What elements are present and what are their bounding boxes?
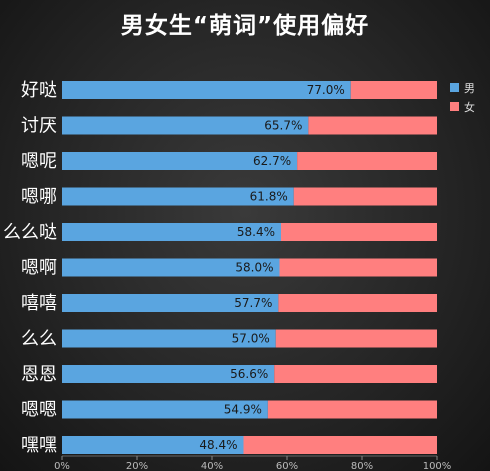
bar-male-2 xyxy=(62,152,298,170)
x-tick-label: 60% xyxy=(276,461,298,471)
x-tick-label: 20% xyxy=(126,461,148,471)
category-label: 嘿嘿 xyxy=(21,435,57,456)
data-label: 62.7% xyxy=(253,154,291,168)
category-label: 讨厌 xyxy=(21,116,57,137)
bar-female-0 xyxy=(350,81,437,99)
data-label: 48.4% xyxy=(199,438,237,452)
bar-male-3 xyxy=(62,187,294,206)
category-label: 嗯嗯 xyxy=(21,400,57,421)
category-label: 好哒 xyxy=(21,80,57,101)
data-label: 61.8% xyxy=(250,190,288,204)
labels-layer: 好哒 77.0% 讨厌 65.7% 嗯呢 62.7% 嗯哪 61.8% 么么哒 58.4% 嗯啊 58… xyxy=(3,80,345,456)
data-label: 56.6% xyxy=(230,367,268,381)
bar-male-10 xyxy=(62,436,244,454)
bar-female-5 xyxy=(279,258,437,277)
category-label: 么么哒 xyxy=(3,222,57,243)
bar-female-2 xyxy=(297,152,437,170)
bar-female-9 xyxy=(267,400,437,419)
bar-male-7 xyxy=(62,329,276,348)
bars-layer xyxy=(62,81,437,454)
legend: 男女 xyxy=(450,82,475,114)
bar-female-8 xyxy=(274,365,437,383)
category-label: 嗯呢 xyxy=(21,151,57,172)
x-tick-label: 100% xyxy=(423,461,452,471)
category-label: 嘻嘻 xyxy=(21,293,57,314)
x-tick-label: 80% xyxy=(351,461,373,471)
data-label: 58.4% xyxy=(237,225,275,239)
bar-male-4 xyxy=(62,223,281,241)
x-tick-label: 40% xyxy=(201,461,223,471)
bar-male-0 xyxy=(62,81,351,99)
data-label: 77.0% xyxy=(307,83,345,97)
category-label: 嗯啊 xyxy=(21,258,57,279)
bar-male-1 xyxy=(62,116,309,135)
bar-female-1 xyxy=(308,116,437,135)
bar-female-3 xyxy=(293,187,437,206)
chart-title: 男女生“萌词”使用偏好 xyxy=(120,13,370,39)
category-label: 么么 xyxy=(21,329,57,350)
legend-label: 女 xyxy=(464,100,475,114)
bar-female-6 xyxy=(278,294,437,312)
legend-swatch xyxy=(450,102,459,111)
category-label: 恩恩 xyxy=(21,364,57,385)
data-label: 58.0% xyxy=(235,261,273,275)
bar-female-4 xyxy=(281,223,437,241)
x-tick-label: 0% xyxy=(54,461,70,471)
category-label: 嗯哪 xyxy=(21,187,57,208)
legend-swatch xyxy=(450,83,459,92)
data-label: 54.9% xyxy=(224,403,262,417)
data-label: 57.7% xyxy=(234,296,272,310)
bar-female-10 xyxy=(243,436,437,454)
bar-male-8 xyxy=(62,365,275,383)
bar-male-5 xyxy=(62,258,280,277)
data-label: 65.7% xyxy=(264,119,302,133)
x-axis: 0% 20% 40% 60% 80% 100% xyxy=(54,455,452,471)
bar-male-6 xyxy=(62,294,279,312)
bar-female-7 xyxy=(275,329,437,348)
legend-label: 男 xyxy=(464,82,475,95)
bar-male-9 xyxy=(62,400,268,419)
data-label: 57.0% xyxy=(232,332,270,346)
